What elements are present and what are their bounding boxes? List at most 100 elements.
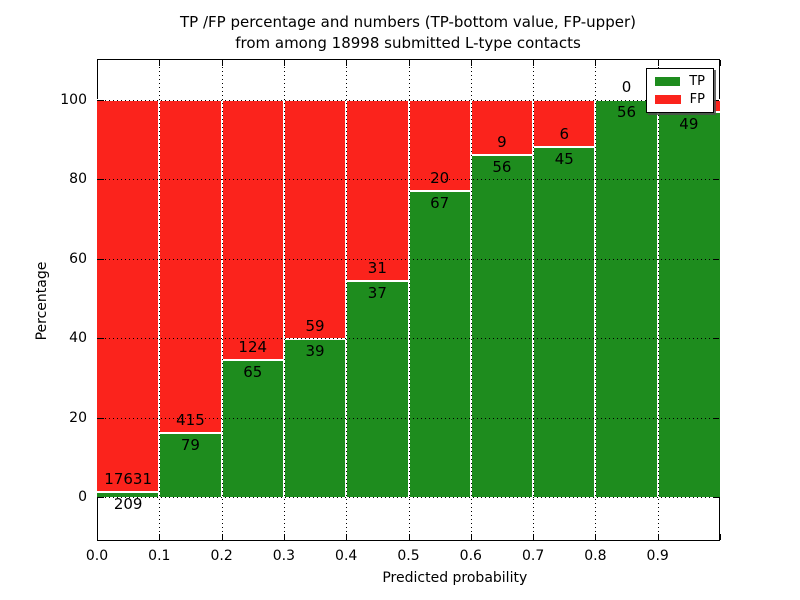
x-tick-mark <box>533 60 535 66</box>
bar-segment-fp <box>408 100 471 192</box>
x-tick-mark <box>159 60 161 66</box>
gridline-vertical <box>595 59 597 541</box>
bar-segment-fp <box>470 100 534 155</box>
gridline-vertical <box>159 59 161 541</box>
x-tick-mark <box>159 534 161 540</box>
x-tick-mark <box>221 534 223 540</box>
bar-edge-line <box>533 145 596 148</box>
gridline-vertical <box>408 59 410 541</box>
y-tick-mark <box>713 100 719 101</box>
y-tick-mark <box>98 338 104 340</box>
x-tick-mark <box>595 60 597 66</box>
fp-count-label: 415 <box>176 411 205 430</box>
y-tick-mark <box>98 497 104 498</box>
bar-edge-line <box>97 491 160 494</box>
fp-count-label: 124 <box>238 338 268 357</box>
x-tick-label: 0.6 <box>459 548 482 564</box>
gridline-vertical <box>657 59 659 541</box>
x-tick-label: 0.8 <box>584 548 607 564</box>
tp-count-label: 56 <box>492 157 512 176</box>
bar-segment-tp <box>159 433 222 497</box>
x-axis-label: Predicted probability <box>382 570 528 586</box>
y-tick-mark <box>98 179 104 181</box>
y-tick-label: 0 <box>78 489 87 505</box>
y-tick-mark <box>713 179 719 181</box>
bar-segment-fp <box>97 100 160 493</box>
bar-edge-line <box>159 432 222 435</box>
x-tick-label: 0.1 <box>148 548 171 564</box>
legend-entry: FP <box>655 92 705 107</box>
fp-count-label: 59 <box>305 316 325 335</box>
legend-swatch-icon <box>655 77 681 86</box>
chart-title: TP /FP percentage and numbers (TP-bottom… <box>180 13 636 31</box>
bar-segment-fp <box>159 100 222 434</box>
bar-edge-line <box>408 190 471 193</box>
y-tick-mark <box>98 417 104 419</box>
legend: TP FP <box>646 68 714 113</box>
x-tick-mark <box>346 60 348 66</box>
bar-edge-line <box>221 359 284 362</box>
bar-segment-tp <box>657 111 720 497</box>
tp-count-label: 49 <box>679 114 699 133</box>
gridline-vertical <box>346 59 348 541</box>
bar-segment-fp <box>533 100 596 147</box>
x-tick-mark <box>221 60 223 66</box>
x-tick-label: 0.3 <box>272 548 296 564</box>
x-tick-mark <box>408 534 410 540</box>
bar-edge-line <box>470 153 534 156</box>
x-tick-mark <box>720 60 721 66</box>
bar-segment-tp <box>470 154 534 497</box>
bar-segment-fp <box>283 100 347 339</box>
tp-count-label: 45 <box>554 149 574 168</box>
x-tick-mark <box>97 60 98 66</box>
x-tick-mark <box>533 534 535 540</box>
y-tick-mark <box>98 100 104 101</box>
gridline-vertical <box>470 59 472 541</box>
fp-count-label: 17631 <box>104 470 152 489</box>
x-tick-label: 0.5 <box>397 548 420 564</box>
bar-edge-line <box>346 280 409 283</box>
bar-segment-fp <box>221 100 284 361</box>
gridline-vertical <box>283 59 285 541</box>
fp-count-label: 20 <box>430 169 450 188</box>
fp-count-label: 6 <box>559 124 570 143</box>
y-tick-mark <box>713 497 719 498</box>
bar-segment-tp <box>533 146 596 497</box>
tp-count-label: 209 <box>113 495 143 514</box>
x-tick-label: 0.4 <box>335 548 358 564</box>
gridline-vertical <box>221 59 223 541</box>
y-tick-label: 20 <box>69 409 87 426</box>
x-tick-mark <box>470 60 472 66</box>
legend-label: FP <box>689 92 705 107</box>
x-tick-label: 0.9 <box>646 548 669 564</box>
y-tick-mark <box>713 417 719 419</box>
gridline-vertical <box>533 59 535 541</box>
fp-count-label: 31 <box>367 259 387 278</box>
tp-count-label: 39 <box>305 341 325 360</box>
fp-count-label: 9 <box>497 132 507 151</box>
y-tick-mark <box>98 258 104 260</box>
y-tick-mark <box>713 338 719 340</box>
y-tick-mark <box>713 258 719 260</box>
legend-swatch-icon <box>655 95 681 104</box>
bar-segment-tp <box>97 492 160 497</box>
x-tick-mark <box>595 534 597 540</box>
x-tick-mark <box>470 534 472 540</box>
bar-segment-tp <box>408 191 471 497</box>
tp-count-label: 37 <box>367 284 387 303</box>
y-tick-label: 40 <box>69 330 87 347</box>
legend-label: TP <box>689 74 705 89</box>
x-tick-mark <box>346 534 348 540</box>
y-tick-label: 100 <box>60 92 87 108</box>
x-tick-mark <box>657 534 659 540</box>
x-tick-label: 0.0 <box>85 548 109 564</box>
fp-count-label: 0 <box>621 78 632 96</box>
x-tick-mark <box>720 534 721 540</box>
x-tick-label: 0.2 <box>210 548 233 564</box>
x-tick-mark <box>408 60 410 66</box>
tp-count-label: 79 <box>180 436 200 455</box>
bar-segment-fp <box>346 100 409 282</box>
y-tick-label: 80 <box>69 171 87 188</box>
x-tick-mark <box>283 534 285 540</box>
